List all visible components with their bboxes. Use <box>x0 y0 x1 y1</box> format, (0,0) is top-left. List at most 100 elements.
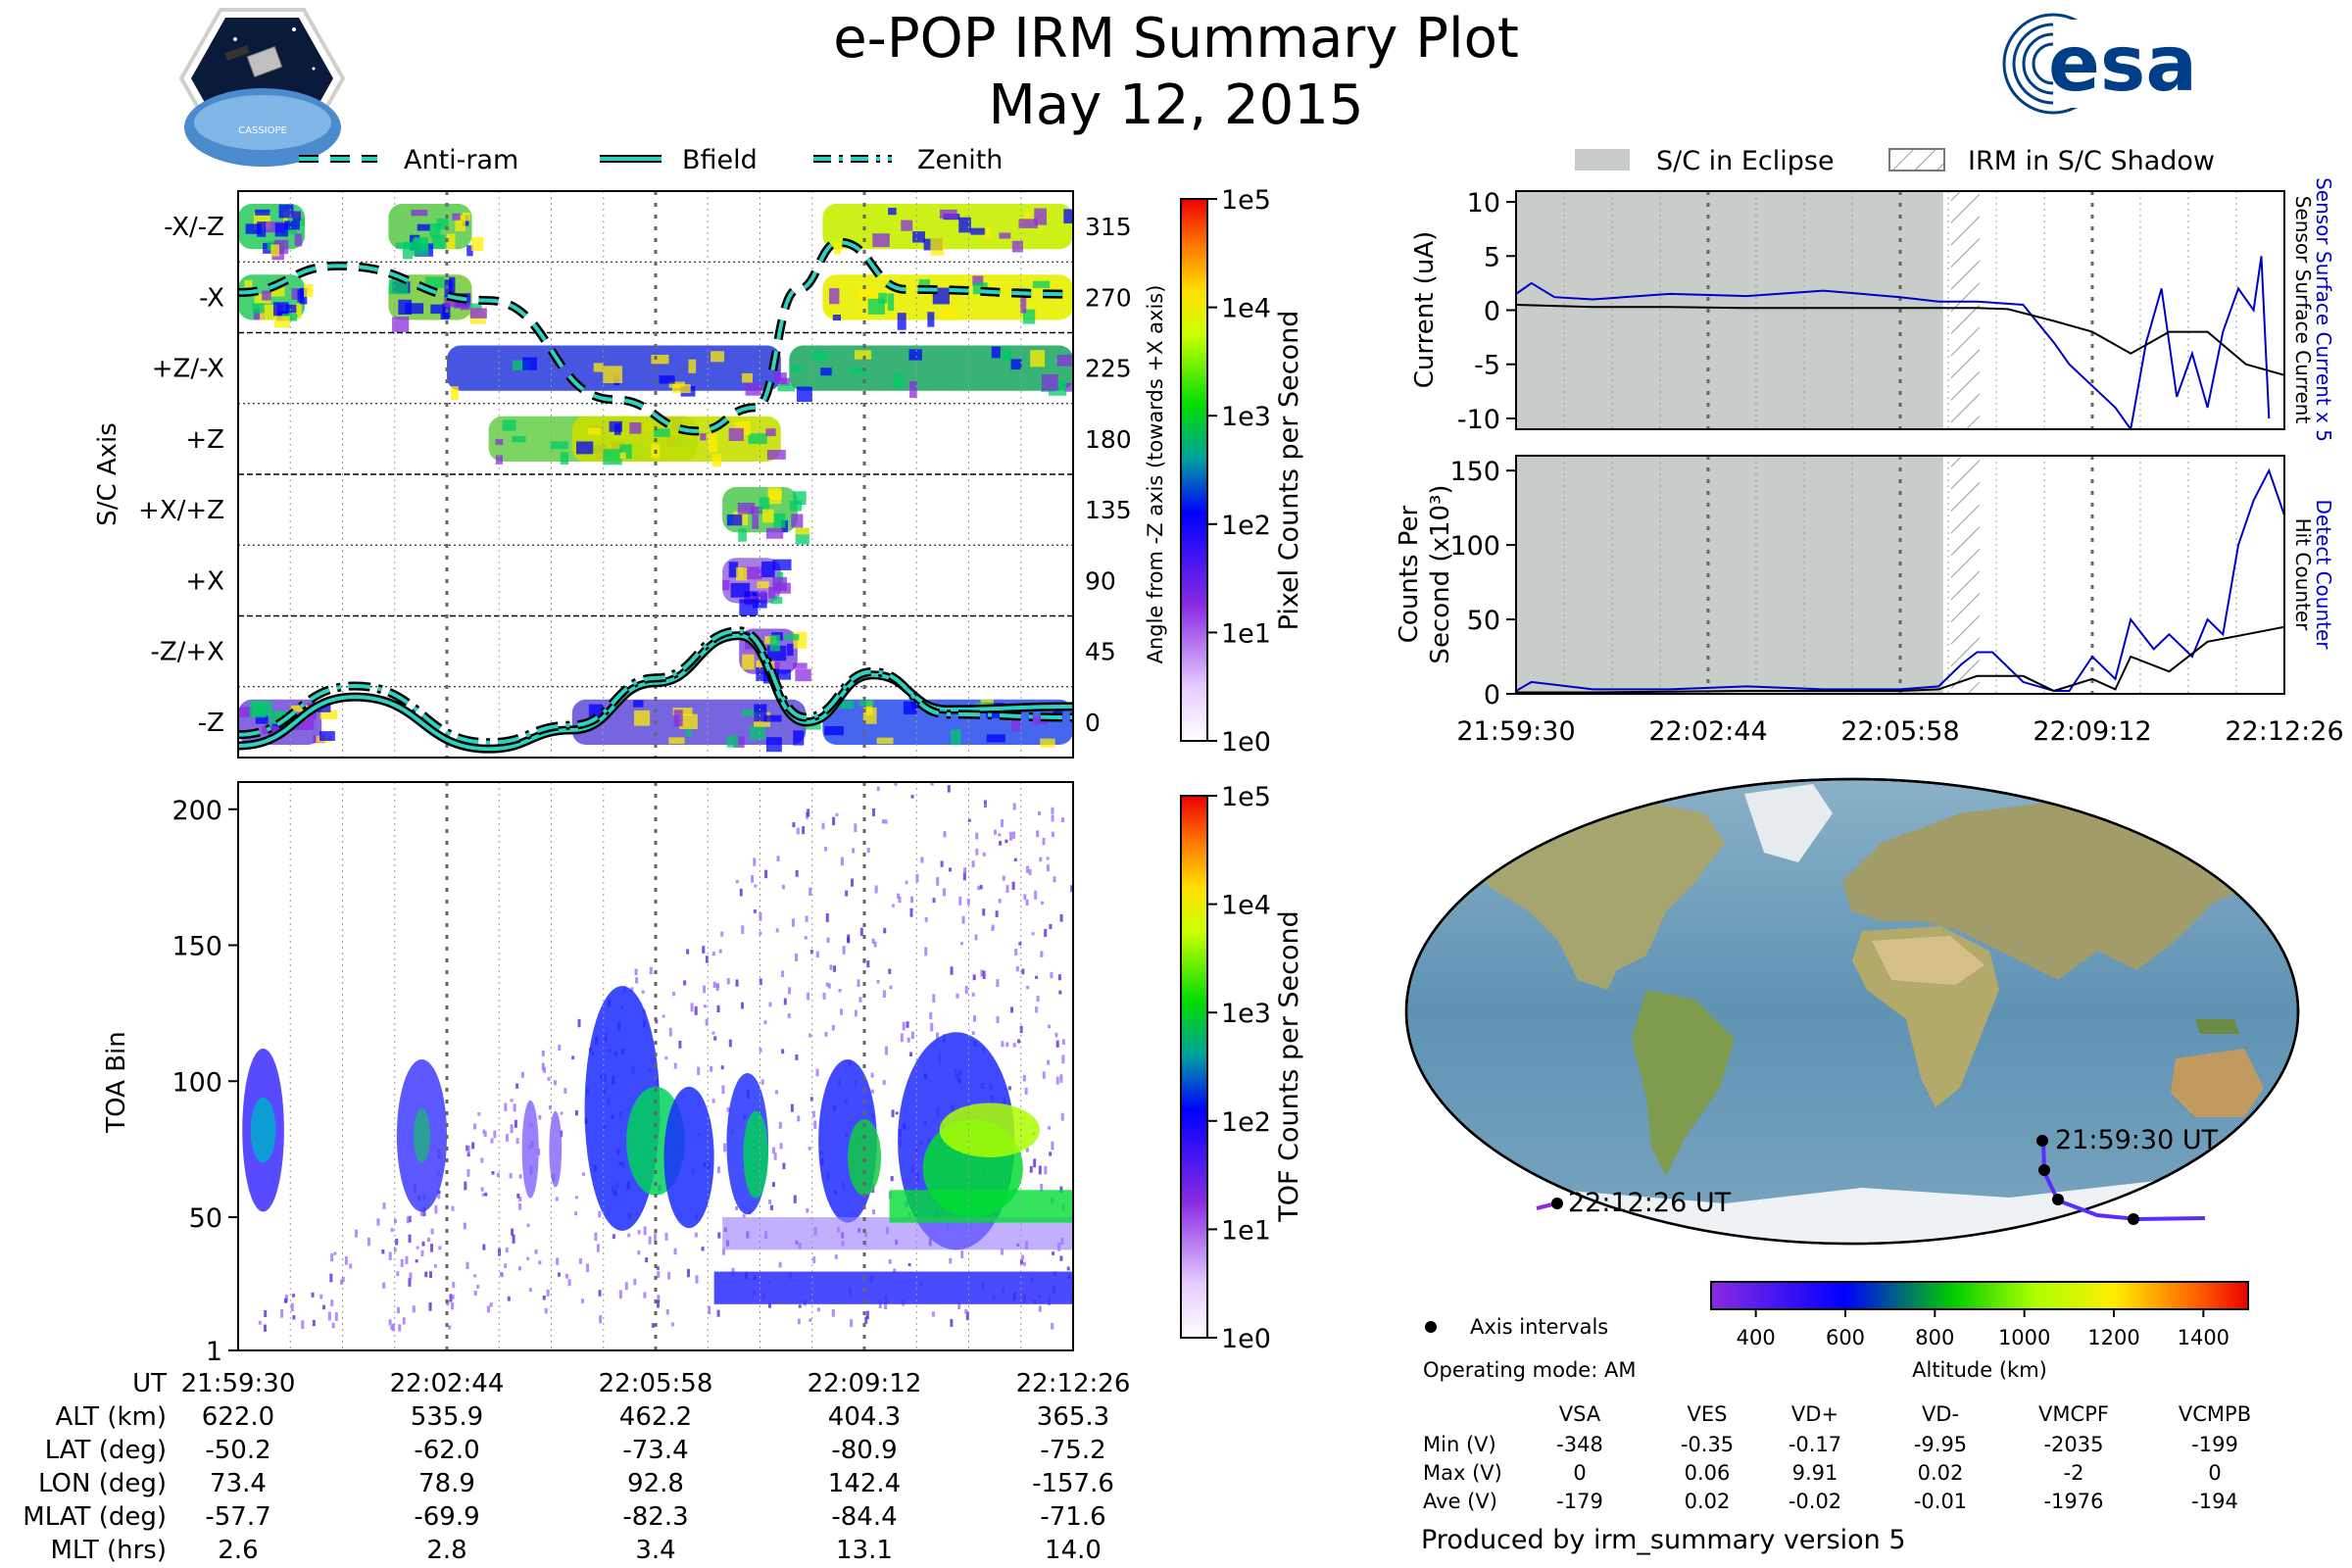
toa-speck <box>702 946 706 954</box>
toa-speck <box>438 1246 442 1250</box>
tof-colorbar-label: TOF Counts per Second <box>1274 910 1304 1223</box>
toa-speck <box>376 1218 380 1226</box>
toa-speck <box>422 1207 426 1217</box>
toa-speck <box>873 941 877 948</box>
toa-speck <box>776 856 780 862</box>
toa-speck <box>400 1258 404 1267</box>
toa-speck <box>598 1210 602 1218</box>
toa-blob <box>847 1119 882 1196</box>
toa-speck <box>667 1272 671 1280</box>
heatmap-speck <box>588 704 604 718</box>
toa-speck <box>673 1062 677 1069</box>
heatmap-speck <box>765 527 784 539</box>
heatmap-speck <box>1041 374 1058 391</box>
toa-speck <box>390 1228 394 1232</box>
toa-speck <box>464 1181 467 1191</box>
toa-speck <box>874 885 878 894</box>
toa-speck <box>657 1295 661 1303</box>
heatmap-speck <box>451 386 459 401</box>
x-tick-label: 22:12:26 <box>2225 716 2343 747</box>
toa-speck <box>779 1143 783 1150</box>
toa-speck <box>344 1256 348 1265</box>
toa-speck <box>1040 901 1044 906</box>
toa-speck <box>476 1285 480 1289</box>
angle-tick: 0 <box>1085 709 1101 737</box>
greenland <box>1744 784 1833 862</box>
toa-speck <box>510 1099 514 1102</box>
voltage-header: VMCPF <box>2038 1402 2109 1426</box>
toa-speck <box>449 1294 453 1302</box>
toa-speck <box>858 997 862 1003</box>
toa-speck <box>518 1174 522 1179</box>
toa-speck <box>463 1222 466 1230</box>
toa-speck <box>807 808 810 817</box>
toa-speck <box>654 1233 658 1241</box>
voltage-cell: -348 <box>1556 1433 1603 1456</box>
toa-speck <box>716 1004 720 1012</box>
heatmap-speck <box>837 701 855 710</box>
toa-speck <box>876 786 880 792</box>
heatmap-speck <box>495 438 504 446</box>
toa-speck <box>998 899 1002 904</box>
line-zenith <box>238 628 1073 745</box>
toa-speck <box>935 1032 939 1040</box>
heatmap-speck <box>711 454 722 467</box>
toa-speck <box>333 1251 337 1255</box>
altitude-label: Altitude (km) <box>1912 1358 2047 1382</box>
heatmap-speck <box>893 373 904 388</box>
heatmap-speck <box>726 735 739 748</box>
toa-speck <box>783 998 787 1005</box>
toa-speck <box>541 1050 545 1056</box>
toa-speck <box>982 852 986 857</box>
toa-speck <box>662 1014 665 1018</box>
toa-speck <box>1039 857 1043 862</box>
toa-speck <box>498 1248 502 1256</box>
track-point <box>1551 1198 1563 1209</box>
time-cell: -75.2 <box>1040 1436 1105 1465</box>
current-y2label-2: Sensor Surface Current <box>2291 196 2315 424</box>
toa-speck <box>751 874 755 883</box>
heatmap-speck <box>412 238 429 257</box>
time-cell: -69.9 <box>414 1502 479 1532</box>
heatmap-speck <box>708 433 717 452</box>
toa-speck <box>393 1247 397 1252</box>
toa-speck <box>821 822 825 829</box>
toa-speck <box>715 983 719 991</box>
toa-speck <box>1059 913 1063 922</box>
heatmap-speck <box>255 209 270 216</box>
toa-speck <box>637 1230 641 1235</box>
toa-speck <box>1036 830 1040 838</box>
heatmap-speck <box>970 227 986 235</box>
toa-speck <box>753 909 757 913</box>
toa-speck <box>906 1037 910 1043</box>
sc-axis-y-labels: -X/-Z -X +Z/-X +Z +X/+Z +X -Z/+X -Z <box>138 213 224 738</box>
toa-speck <box>1025 1148 1029 1152</box>
toa-speck <box>809 950 813 955</box>
toa-low-band <box>713 1271 1073 1304</box>
toa-speck <box>477 1111 481 1116</box>
toa-speck <box>980 969 984 977</box>
heatmap-speck <box>495 455 503 465</box>
toa-speck <box>290 1302 294 1312</box>
toa-speck <box>670 1322 674 1327</box>
toa-speck <box>1033 1158 1037 1168</box>
heatmap-speck <box>792 662 808 669</box>
voltage-cell: -2035 <box>2043 1433 2103 1456</box>
x-tick-label: 22:09:12 <box>2033 716 2151 747</box>
sc-axis-grid <box>238 191 1073 758</box>
toa-speck <box>996 1015 1000 1024</box>
toa-speck <box>391 1323 395 1332</box>
toa-speck <box>428 1301 432 1311</box>
toa-speck <box>1029 1165 1033 1173</box>
toa-speck <box>852 848 856 854</box>
toa-speck <box>480 1157 484 1163</box>
angle-tick: 90 <box>1085 566 1116 595</box>
toa-speck <box>544 1307 548 1314</box>
toa-speck <box>866 848 870 854</box>
sc-axis-lines <box>238 237 1073 754</box>
toa-speck <box>496 1172 500 1178</box>
heatmap-speck <box>849 368 868 375</box>
toa-speck <box>774 1090 778 1095</box>
toa-speck <box>538 1114 542 1120</box>
toa-speck <box>1019 1259 1023 1265</box>
